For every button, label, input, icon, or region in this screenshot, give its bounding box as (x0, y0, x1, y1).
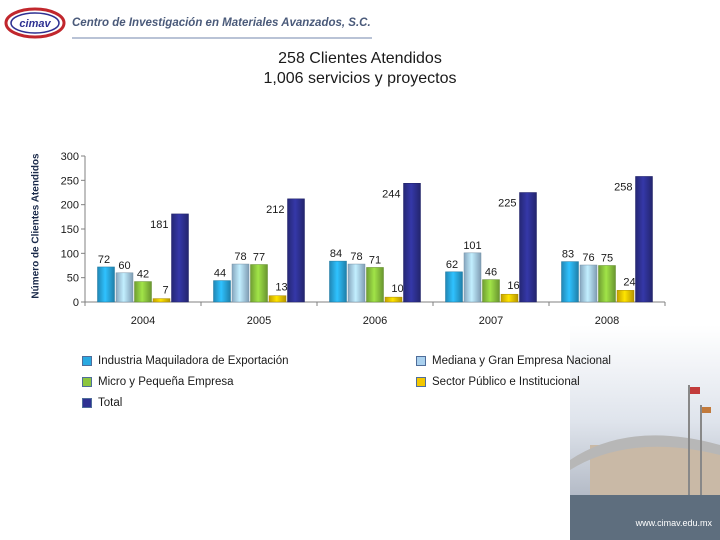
data-label: 7 (162, 285, 168, 297)
data-label: 225 (498, 198, 516, 210)
data-label: 71 (369, 254, 381, 266)
data-label: 84 (330, 248, 342, 260)
bar-2007-4 (519, 192, 537, 303)
bar-2008-0 (561, 261, 579, 303)
data-label: 62 (446, 259, 458, 271)
x-tick-label: 2005 (247, 315, 271, 327)
bar-2006-4 (403, 183, 421, 303)
bar-2006-0 (329, 260, 347, 303)
bar-2008-1 (579, 264, 598, 303)
bar-2006-3 (384, 296, 403, 303)
data-label: 16 (507, 280, 519, 292)
data-label: 44 (214, 268, 226, 280)
chart-title: 258 Clientes Atendidos (278, 50, 442, 67)
data-label: 76 (582, 252, 594, 264)
bar-2007-2 (482, 279, 500, 303)
website-url: www.cimav.edu.mx (635, 518, 712, 528)
bar-2005-0 (213, 280, 231, 303)
bar-2006-2 (366, 267, 384, 303)
data-label: 181 (150, 219, 168, 231)
bar-2004-1 (115, 272, 134, 303)
bar-2004-2 (134, 281, 152, 303)
data-label: 46 (485, 267, 497, 279)
data-label: 78 (350, 251, 362, 263)
bar-2007-0 (445, 271, 463, 303)
cimav-logo: cimav (4, 7, 66, 39)
y-tick-label: 200 (61, 200, 79, 212)
bar-2008-3 (616, 290, 635, 303)
x-tick-label: 2008 (595, 315, 619, 327)
building-photo (570, 325, 720, 540)
bar-2007-3 (500, 293, 519, 303)
bar-2005-4 (287, 198, 305, 303)
header-divider (72, 37, 372, 39)
y-tick-label: 50 (67, 273, 79, 285)
y-tick-label: 250 (61, 175, 79, 187)
bar-2004-4 (171, 213, 189, 303)
bar-2005-3 (268, 295, 287, 303)
data-label: 258 (614, 181, 632, 193)
header: cimav Centro de Investigación en Materia… (0, 0, 720, 44)
data-label: 77 (253, 252, 265, 264)
organization-name: Centro de Investigación en Materiales Av… (72, 17, 371, 29)
x-tick-label: 2007 (479, 315, 503, 327)
bar-2008-2 (598, 265, 616, 303)
chart-subtitle: 1,006 servicios y proyectos (263, 70, 457, 87)
data-label: 83 (562, 249, 574, 261)
bar-2008-4 (635, 176, 653, 303)
y-tick-label: 300 (61, 151, 79, 163)
svg-text:cimav: cimav (19, 18, 51, 30)
data-label: 13 (275, 282, 287, 294)
data-label: 10 (391, 283, 403, 295)
bar-2004-3 (152, 298, 171, 303)
data-label: 244 (382, 188, 400, 200)
data-label: 24 (623, 276, 635, 288)
y-tick-label: 100 (61, 248, 79, 260)
data-label: 212 (266, 204, 284, 216)
x-tick-label: 2004 (131, 315, 155, 327)
bar-2006-1 (347, 263, 366, 303)
bar-2004-0 (97, 266, 115, 303)
data-label: 60 (118, 260, 130, 272)
data-label: 78 (234, 251, 246, 263)
y-tick-label: 150 (61, 224, 79, 236)
y-tick-label: 0 (73, 297, 79, 309)
bar-2007-1 (463, 252, 482, 303)
data-label: 42 (137, 269, 149, 281)
x-tick-label: 2006 (363, 315, 387, 327)
data-label: 72 (98, 254, 110, 266)
bar-2005-1 (231, 263, 250, 303)
data-label: 75 (601, 253, 613, 265)
bar-2005-2 (250, 264, 268, 303)
data-label: 101 (463, 240, 481, 252)
